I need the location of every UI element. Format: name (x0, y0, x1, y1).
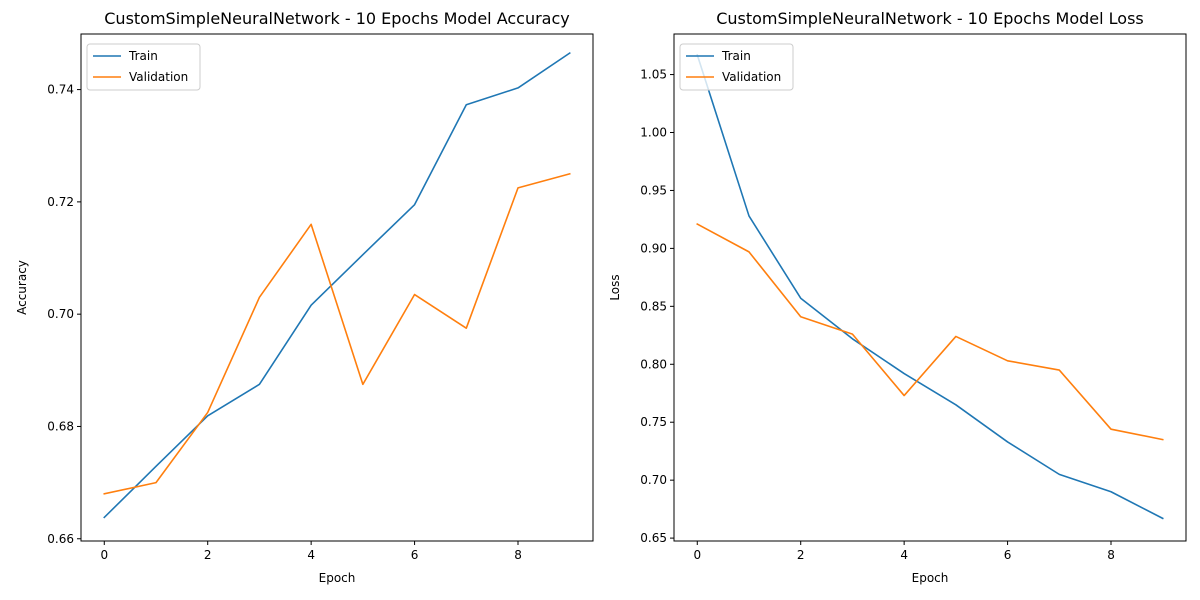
x-tick-label: 0 (100, 548, 108, 562)
y-tick-label: 0.85 (640, 299, 667, 313)
y-axis-label: Loss (608, 274, 622, 300)
y-tick-label: 0.90 (640, 241, 667, 255)
x-tick-label: 6 (411, 548, 419, 562)
y-tick-label: 1.00 (640, 126, 667, 140)
x-axis-label: Epoch (319, 571, 356, 585)
plot-frame (80, 33, 594, 542)
x-tick-label: 2 (204, 548, 212, 562)
legend-label-train: Train (128, 49, 158, 63)
x-tick-label: 8 (1107, 548, 1115, 562)
y-tick-label: 0.66 (47, 532, 74, 546)
series-line-validation (696, 222, 1164, 441)
chart-title: CustomSimpleNeuralNetwork - 10 Epochs Mo… (104, 9, 570, 28)
y-tick-label: 0.75 (640, 415, 667, 429)
legend-label-validation: Validation (129, 70, 188, 84)
chart-accuracy: CustomSimpleNeuralNetwork - 10 Epochs Mo… (15, 9, 594, 585)
x-tick-label: 4 (900, 548, 908, 562)
y-tick-label: 0.72 (47, 195, 74, 209)
x-tick-label: 6 (1004, 548, 1012, 562)
legend-label-train: Train (721, 49, 751, 63)
y-tick-label: 1.05 (640, 68, 667, 82)
chart-loss: CustomSimpleNeuralNetwork - 10 Epochs Mo… (608, 9, 1187, 585)
y-tick-label: 0.80 (640, 357, 667, 371)
plot-frame (673, 33, 1187, 542)
y-tick-label: 0.65 (640, 531, 667, 545)
y-tick-label: 0.70 (47, 307, 74, 321)
y-tick-label: 0.70 (640, 473, 667, 487)
x-tick-label: 2 (797, 548, 805, 562)
chart-title: CustomSimpleNeuralNetwork - 10 Epochs Mo… (716, 9, 1144, 28)
y-tick-label: 0.74 (47, 83, 74, 97)
x-axis-label: Epoch (912, 571, 949, 585)
series-line-validation (103, 172, 571, 495)
x-tick-label: 4 (307, 548, 315, 562)
series-line-train (103, 51, 571, 519)
series-line-train (696, 53, 1164, 520)
legend-label-validation: Validation (722, 70, 781, 84)
y-tick-label: 0.95 (640, 183, 667, 197)
y-tick-label: 0.68 (47, 419, 74, 433)
y-axis-label: Accuracy (15, 260, 29, 315)
x-tick-label: 0 (693, 548, 701, 562)
x-tick-label: 8 (514, 548, 522, 562)
